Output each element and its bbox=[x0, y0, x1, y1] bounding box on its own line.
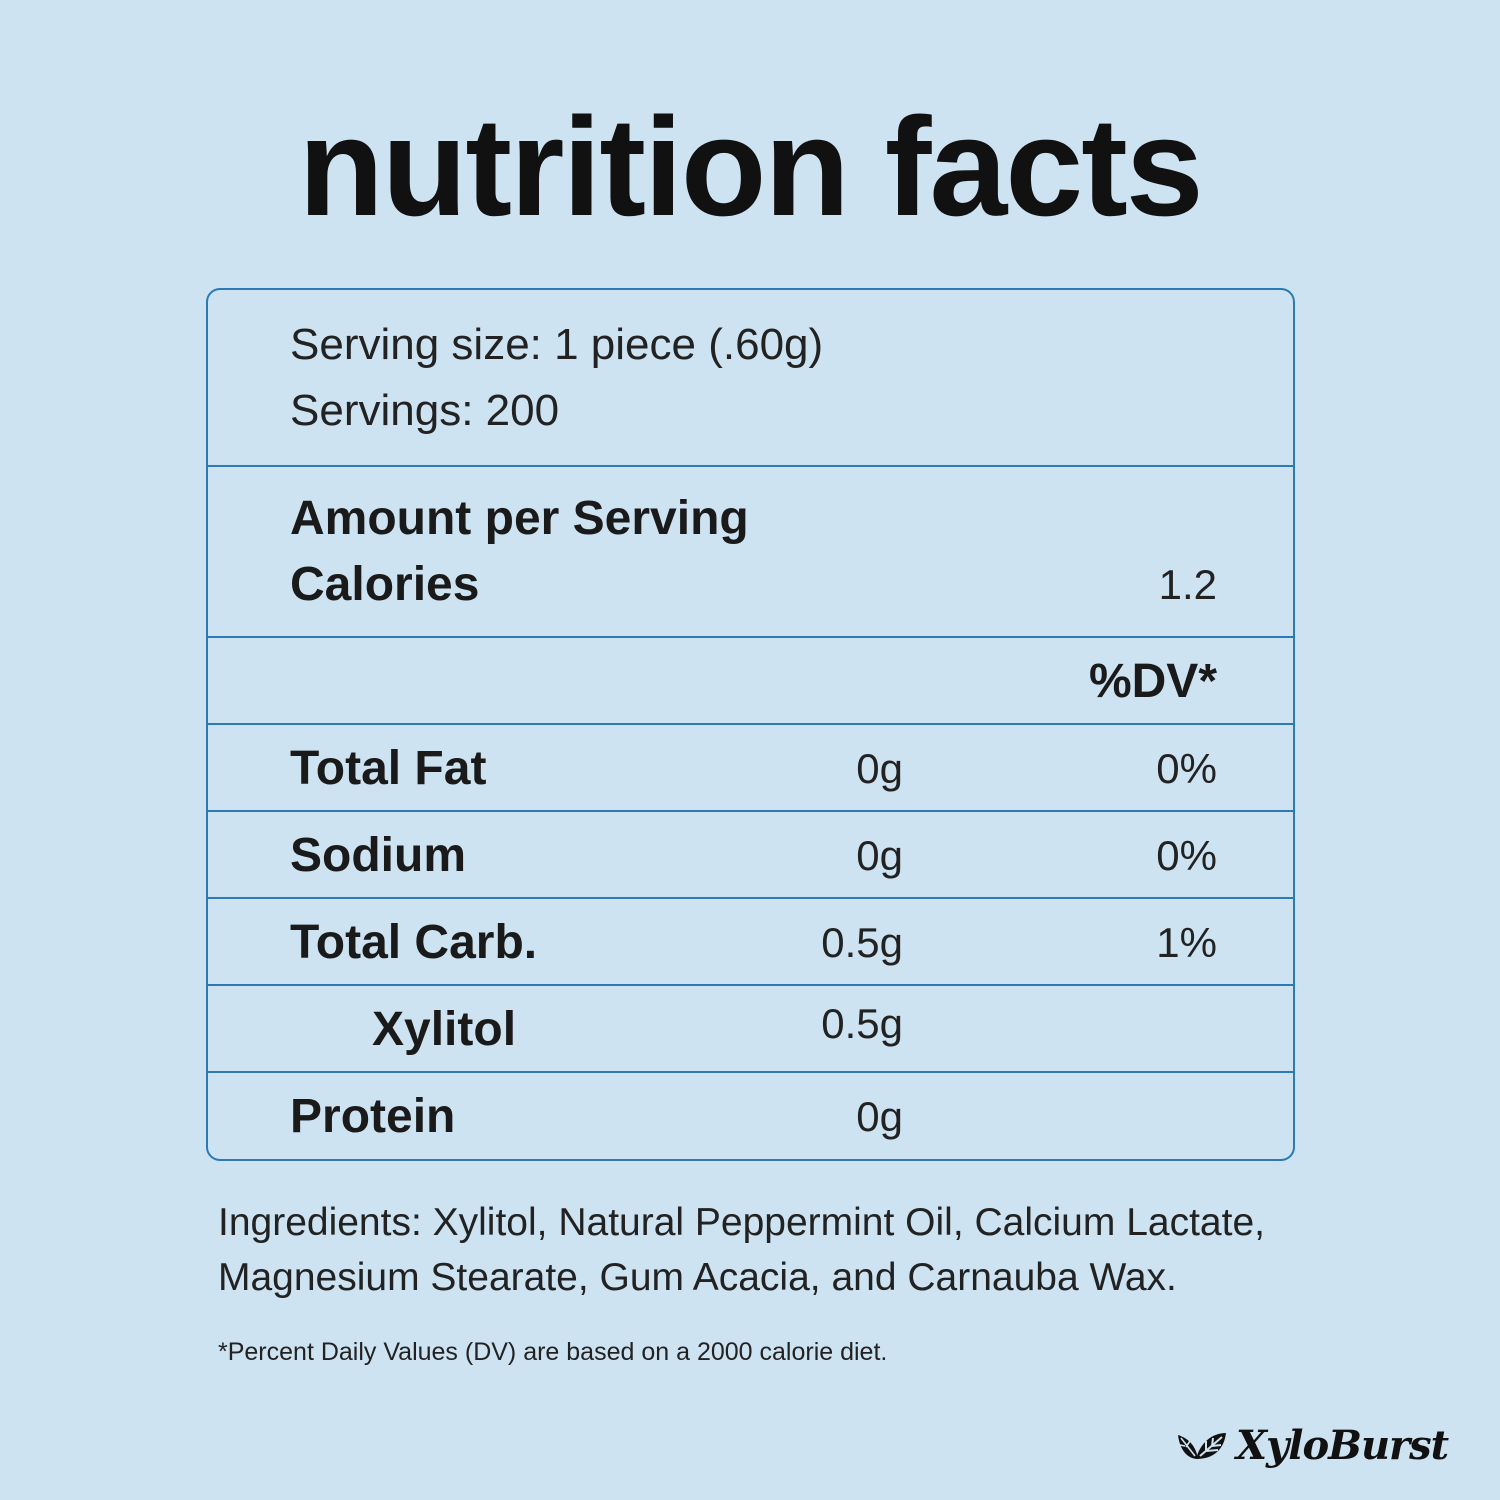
nutrient-row: Protein 0g bbox=[208, 1073, 1293, 1159]
calories-label: Calories bbox=[290, 558, 480, 611]
nutrient-label: Total Carb. bbox=[290, 916, 538, 969]
serving-size: Serving size: 1 piece (.60g) bbox=[290, 320, 824, 369]
nutrient-amount: 0g bbox=[856, 745, 903, 792]
nutrient-amount: 0.5g bbox=[821, 919, 903, 966]
servings: Servings: 200 bbox=[290, 386, 560, 435]
footnote: *Percent Daily Values (DV) are based on … bbox=[218, 1338, 888, 1366]
calories-value: 1.2 bbox=[1158, 561, 1217, 608]
nutrient-amount: 0g bbox=[856, 832, 903, 879]
dv-header-section: %DV* bbox=[208, 638, 1293, 725]
brand-logo: XyloBurst bbox=[1176, 1422, 1449, 1469]
nutrient-amount: 0g bbox=[856, 1093, 903, 1140]
nutrient-row: Xylitol 0.5g bbox=[208, 986, 1293, 1073]
nutrient-label: Xylitol bbox=[372, 1003, 517, 1056]
nutrient-dv: 0% bbox=[1156, 745, 1217, 792]
nutrient-amount: 0.5g bbox=[821, 1000, 903, 1047]
nutrient-label: Protein bbox=[290, 1090, 456, 1143]
nutrient-label: Total Fat bbox=[290, 742, 487, 795]
page-title: nutrition facts bbox=[298, 88, 1203, 245]
nutrient-row: Sodium 0g 0% bbox=[208, 812, 1293, 899]
serving-section: Serving size: 1 piece (.60g) Servings: 2… bbox=[208, 290, 1293, 467]
nutrient-row: Total Fat 0g 0% bbox=[208, 725, 1293, 812]
nutrition-table: Serving size: 1 piece (.60g) Servings: 2… bbox=[206, 288, 1295, 1161]
nutrient-label: Sodium bbox=[290, 829, 466, 882]
amount-per-serving: Amount per Serving bbox=[290, 492, 749, 545]
brand-name: XyloBurst bbox=[1236, 1422, 1449, 1469]
calories-section: Amount per Serving Calories 1.2 bbox=[208, 467, 1293, 638]
nutrient-row: Total Carb. 0.5g 1% bbox=[208, 899, 1293, 986]
dv-header: %DV* bbox=[1088, 655, 1217, 708]
nutrient-dv: 1% bbox=[1156, 919, 1217, 966]
leaf-icon bbox=[1178, 1432, 1226, 1459]
ingredients: Ingredients: Xylitol, Natural Peppermint… bbox=[218, 1201, 1265, 1299]
nutrient-dv: 0% bbox=[1156, 832, 1217, 879]
